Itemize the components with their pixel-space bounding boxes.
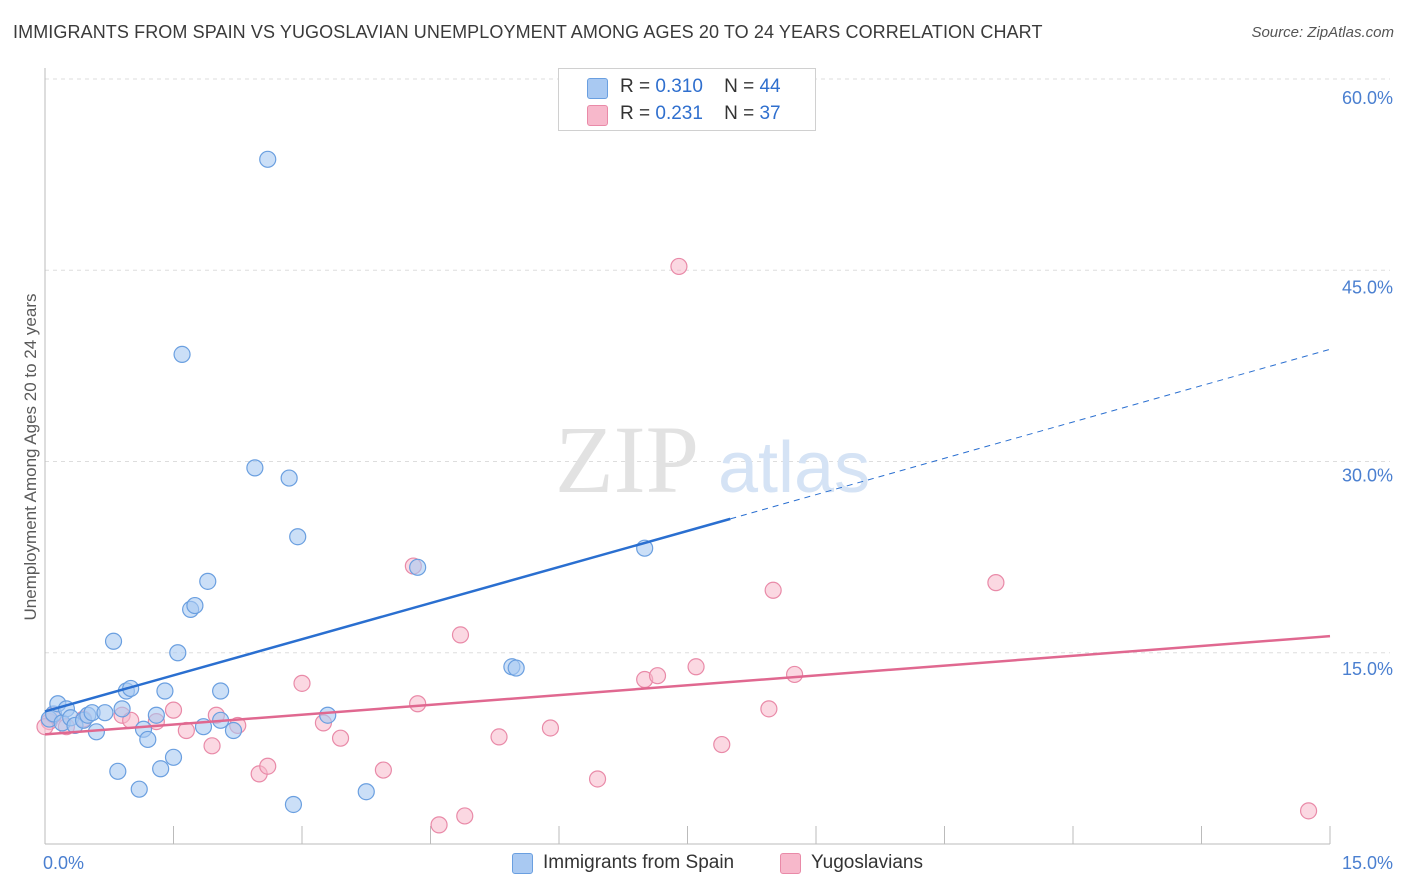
data-point-yugoslavians bbox=[987, 574, 1005, 592]
tick-labels: 15.0% 30.0% 45.0% 60.0% 0.0% 15.0% bbox=[43, 88, 1393, 873]
x-tick-label: 0.0% bbox=[43, 853, 84, 873]
data-point-yugoslavians bbox=[760, 700, 778, 718]
bottom-legend-label-yugoslavians: Yugoslavians bbox=[811, 852, 923, 873]
data-point-spain bbox=[104, 632, 123, 650]
data-point-yugoslavians bbox=[490, 728, 508, 746]
legend-r-value: 0.310 bbox=[655, 76, 703, 97]
data-point-yugoslavians bbox=[259, 757, 277, 775]
data-point-spain bbox=[289, 528, 307, 546]
y-tick-label: 15.0% bbox=[1342, 659, 1393, 679]
data-point-spain bbox=[169, 644, 187, 662]
legend-r-value: 0.231 bbox=[655, 103, 703, 124]
data-point-yugoslavians bbox=[331, 729, 350, 747]
y-tick-label: 30.0% bbox=[1342, 466, 1393, 486]
data-point-spain bbox=[224, 721, 243, 740]
data-point-spain bbox=[147, 706, 165, 724]
grid-lines bbox=[45, 78, 1390, 654]
data-point-yugoslavians bbox=[203, 737, 221, 755]
data-point-yugoslavians bbox=[670, 257, 688, 276]
y-tick-label: 60.0% bbox=[1342, 88, 1393, 108]
y-axis-label: Unemployment Among Ages 20 to 24 years bbox=[21, 294, 40, 621]
data-point-yugoslavians bbox=[430, 816, 448, 834]
source-credit: Source: ZipAtlas.com bbox=[1251, 24, 1394, 41]
data-point-yugoslavians bbox=[293, 674, 311, 692]
data-point-yugoslavians bbox=[409, 695, 427, 713]
data-point-spain bbox=[139, 730, 157, 749]
data-point-spain bbox=[152, 760, 170, 778]
legend-n-value: 37 bbox=[759, 103, 781, 124]
data-point-spain bbox=[156, 682, 174, 700]
data-point-spain bbox=[173, 345, 191, 363]
data-point-yugoslavians bbox=[588, 770, 607, 788]
data-point-spain bbox=[164, 748, 183, 766]
data-point-yugoslavians bbox=[764, 581, 782, 599]
data-point-yugoslavians bbox=[164, 701, 183, 719]
watermark-atlas: atlas bbox=[718, 428, 870, 508]
data-point-spain bbox=[199, 572, 217, 590]
x-tick-label: 15.0% bbox=[1342, 853, 1393, 873]
data-point-yugoslavians bbox=[541, 719, 560, 737]
trend-line-spain-extrapolated bbox=[730, 348, 1331, 520]
data-point-yugoslavians bbox=[687, 658, 705, 676]
data-point-spain bbox=[319, 706, 337, 724]
watermark: ZIP atlas bbox=[555, 406, 870, 513]
data-point-spain bbox=[186, 596, 204, 615]
trend-line-spain bbox=[44, 517, 731, 713]
trend-lines bbox=[44, 348, 1331, 736]
bottom-legend-swatch-yugoslavians bbox=[780, 853, 801, 874]
watermark-zip: ZIP bbox=[555, 406, 699, 513]
data-point-spain bbox=[507, 659, 525, 677]
data-point-spain bbox=[259, 150, 277, 168]
data-point-spain bbox=[109, 762, 127, 780]
chart-title: IMMIGRANTS FROM SPAIN VS YUGOSLAVIAN UNE… bbox=[13, 22, 1043, 42]
legend-r-label: R = bbox=[620, 103, 651, 124]
data-point-spain bbox=[113, 700, 131, 718]
data-point-spain bbox=[280, 469, 298, 487]
bottom-legend-swatch-spain bbox=[512, 853, 533, 874]
data-point-spain bbox=[409, 558, 427, 576]
y-tick-label: 45.0% bbox=[1342, 277, 1393, 297]
data-point-spain bbox=[212, 682, 230, 700]
legend-r-label: R = bbox=[620, 76, 651, 97]
bottom-legend-label-spain: Immigrants from Spain bbox=[543, 852, 735, 873]
data-point-spain bbox=[246, 459, 264, 477]
legend-n-value: 44 bbox=[759, 76, 781, 97]
data-point-yugoslavians bbox=[374, 761, 392, 779]
data-point-spain bbox=[96, 704, 114, 722]
legend-swatch-spain bbox=[587, 78, 608, 99]
data-point-spain bbox=[284, 795, 303, 814]
data-point-yugoslavians bbox=[713, 735, 731, 754]
series-yugoslavians-points bbox=[36, 257, 1318, 834]
series-spain-points bbox=[40, 150, 654, 814]
data-point-yugoslavians bbox=[785, 665, 804, 684]
data-point-yugoslavians bbox=[451, 626, 470, 644]
legend-text-yugoslavians: R = 0.231 N = 37 bbox=[620, 103, 781, 125]
correlation-legend: R = 0.310 N = 44 R = 0.231 N = 37 bbox=[558, 68, 816, 131]
data-point-spain bbox=[130, 780, 148, 798]
data-point-spain bbox=[357, 783, 375, 801]
data-point-yugoslavians bbox=[1299, 802, 1318, 820]
legend-n-label: N = bbox=[724, 76, 755, 97]
legend-n-label: N = bbox=[724, 103, 755, 124]
legend-text-spain: R = 0.310 N = 44 bbox=[620, 76, 781, 98]
legend-swatch-yugoslavians bbox=[587, 105, 608, 126]
data-point-yugoslavians bbox=[456, 807, 474, 825]
trend-line-yugoslavians bbox=[44, 634, 1331, 736]
data-point-yugoslavians bbox=[648, 667, 667, 685]
